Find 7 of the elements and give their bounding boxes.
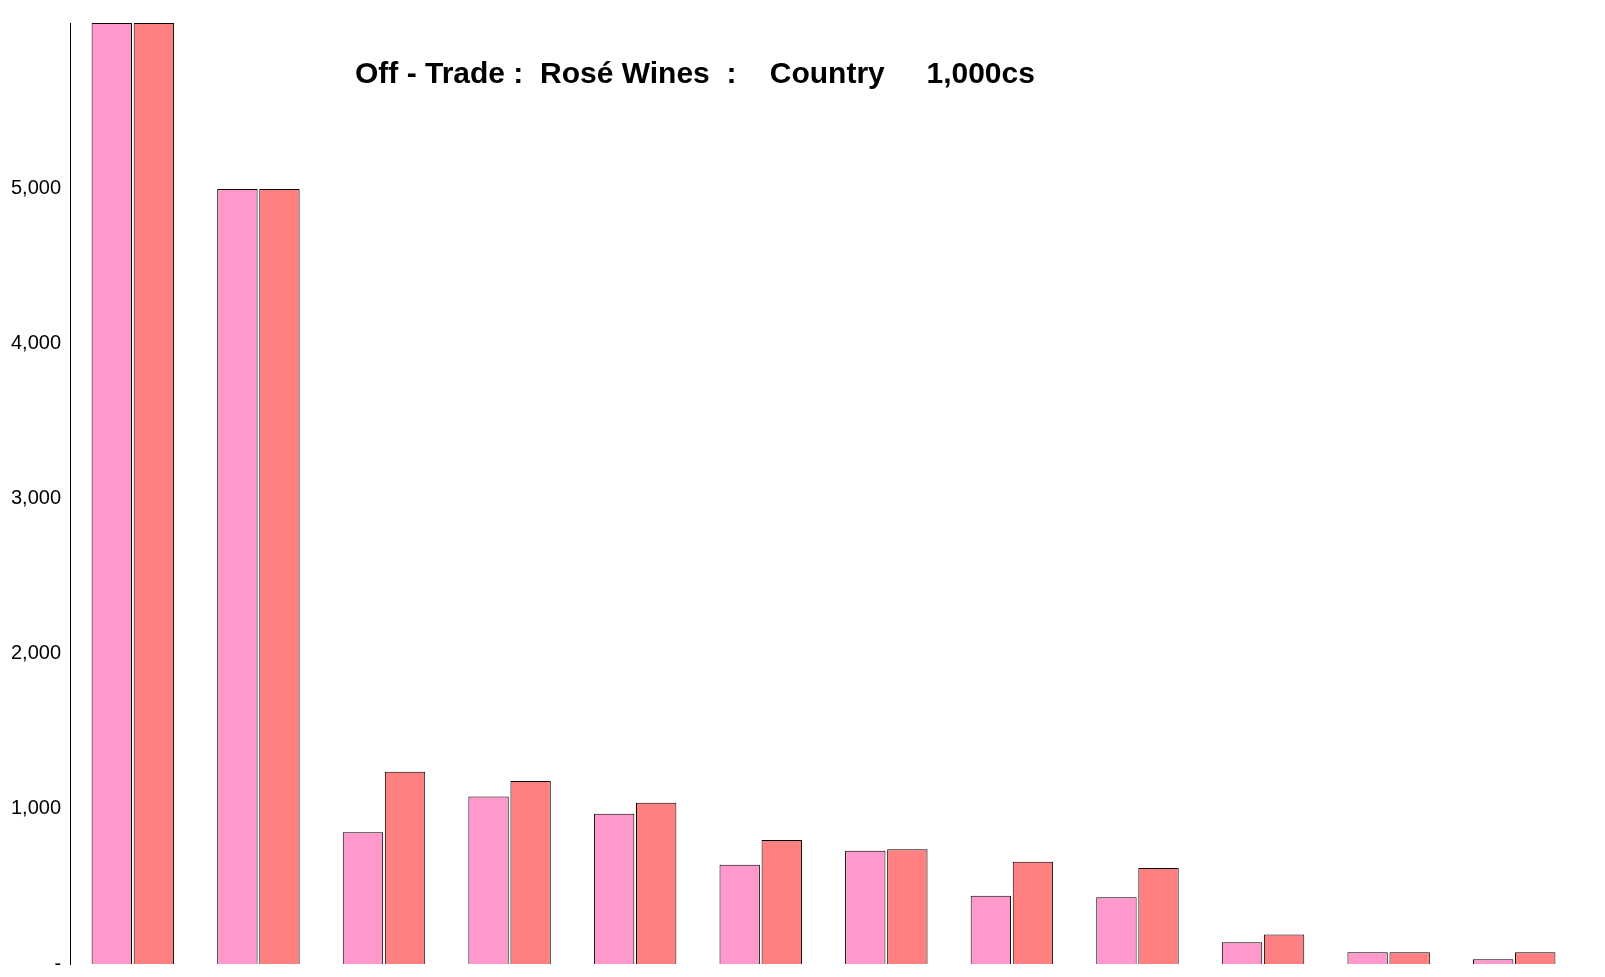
y-tick-label: 3,000 <box>10 486 62 509</box>
y-tick-label: - <box>54 951 62 974</box>
y-tick-label: 5,000 <box>10 176 62 199</box>
text: Off - Trade : Rosé Wines : Country 1,000cs <box>355 56 1035 90</box>
y-tick-label: 2,000 <box>10 641 62 664</box>
y-tick-label: 4,000 <box>10 331 62 354</box>
y-tick-label: 1,000 <box>10 796 62 819</box>
